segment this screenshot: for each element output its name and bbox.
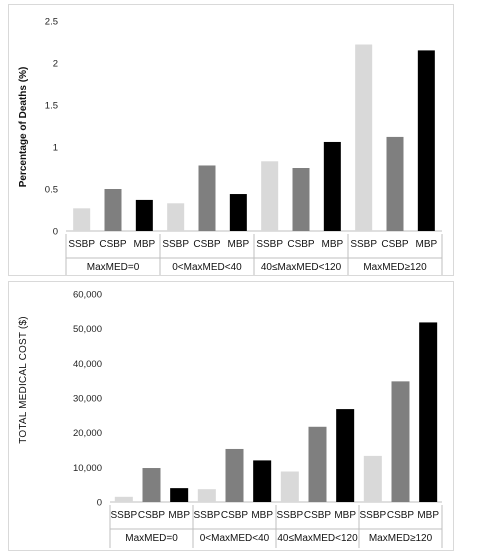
deaths-y-axis-label: Percentage of Deaths (%)	[18, 67, 29, 188]
cost-bar-csbp	[308, 426, 327, 502]
deaths-bar-mbp	[323, 141, 341, 231]
deaths-bar-csbp	[198, 165, 216, 231]
cost-bar-csbp	[391, 381, 410, 502]
deaths-ytick-label: 1.5	[45, 101, 58, 112]
cost-category-label: SSBP	[359, 510, 386, 521]
cost-bar-mbp	[419, 322, 438, 502]
deaths-bar-mbp	[135, 199, 153, 231]
cost-group-label: MaxMED≥120	[369, 533, 433, 544]
cost-category-label: SSBP	[276, 510, 303, 521]
cost-category-label: CSBP	[304, 510, 332, 521]
deaths-category-label: CSBP	[99, 239, 127, 250]
deaths-bar-csbp	[292, 168, 310, 231]
deaths-category-label: SSBP	[350, 239, 377, 250]
deaths-bar-ssbp	[73, 208, 91, 231]
deaths-category-label: MBP	[321, 239, 343, 250]
cost-bar-mbp	[170, 488, 189, 502]
cost-bar-mbp	[336, 409, 355, 502]
cost-ytick-label: 40,000	[73, 359, 102, 370]
cost-bar-ssbp	[280, 471, 299, 502]
cost-bar-csbp	[225, 448, 244, 502]
deaths-category-label: MBP	[415, 239, 437, 250]
deaths-category-label: SSBP	[68, 239, 95, 250]
deaths-bar-ssbp	[355, 44, 373, 231]
cost-bar-ssbp	[197, 489, 216, 502]
cost-category-label: CSBP	[221, 510, 249, 521]
deaths-bar-csbp	[104, 189, 122, 231]
deaths-bar-mbp	[417, 50, 435, 232]
deaths-group-label: 40≤MaxMED<120	[261, 262, 342, 273]
cost-category-label: CSBP	[138, 510, 166, 521]
cost-category-label: SSBP	[193, 510, 220, 521]
cost-category-label: MBP	[334, 510, 356, 521]
cost-category-label: MBP	[417, 510, 439, 521]
cost-bar-csbp	[142, 468, 161, 502]
deaths-category-label: MBP	[227, 239, 249, 250]
deaths-ytick-label: 2.5	[45, 17, 58, 28]
deaths-category-label: CSBP	[287, 239, 315, 250]
deaths-bar-ssbp	[167, 203, 185, 231]
deaths-category-label: SSBP	[256, 239, 283, 250]
cost-y-axis-label: TOTAL MEDICAL COST ($)	[18, 316, 29, 444]
cost-bar-mbp	[253, 460, 272, 502]
deaths-bar-csbp	[386, 136, 404, 231]
cost-group-label: MaxMED=0	[125, 533, 178, 544]
deaths-ytick-label: 1	[53, 143, 58, 154]
deaths-ytick-label: 0.5	[45, 185, 58, 196]
cost-ytick-label: 10,000	[73, 463, 102, 474]
deaths-ytick-label: 0	[53, 227, 58, 238]
deaths-group-label: MaxMED=0	[87, 262, 140, 273]
cost-ytick-label: 0	[97, 498, 102, 509]
cost-group-label: 40≤MaxMED<120	[277, 533, 358, 544]
cost-chart-panel	[8, 281, 454, 551]
deaths-group-label: MaxMED≥120	[363, 262, 427, 273]
cost-ytick-label: 50,000	[73, 324, 102, 335]
deaths-bar-chart: 0 0.5 1 1.5 2 2.5 Percentage of Deaths (%) SSBP…	[18, 17, 443, 275]
deaths-category-label: CSBP	[381, 239, 409, 250]
deaths-category-label: CSBP	[193, 239, 221, 250]
deaths-category-label: MBP	[133, 239, 155, 250]
deaths-ytick-label: 2	[53, 59, 58, 70]
deaths-category-label: SSBP	[162, 239, 189, 250]
cost-category-label: SSBP	[110, 510, 137, 521]
cost-category-label: CSBP	[387, 510, 415, 521]
deaths-bar-ssbp	[261, 161, 279, 231]
cost-category-label: MBP	[251, 510, 273, 521]
cost-bar-ssbp	[363, 455, 382, 502]
cost-ytick-label: 60,000	[73, 290, 102, 301]
cost-bar-ssbp	[114, 496, 133, 502]
deaths-bar-mbp	[229, 194, 247, 231]
cost-ytick-label: 20,000	[73, 428, 102, 439]
cost-group-label: 0<MaxMED<40	[200, 533, 270, 544]
cost-category-label: MBP	[168, 510, 190, 521]
deaths-group-label: 0<MaxMED<40	[172, 262, 242, 273]
cost-ytick-label: 30,000	[73, 394, 102, 405]
